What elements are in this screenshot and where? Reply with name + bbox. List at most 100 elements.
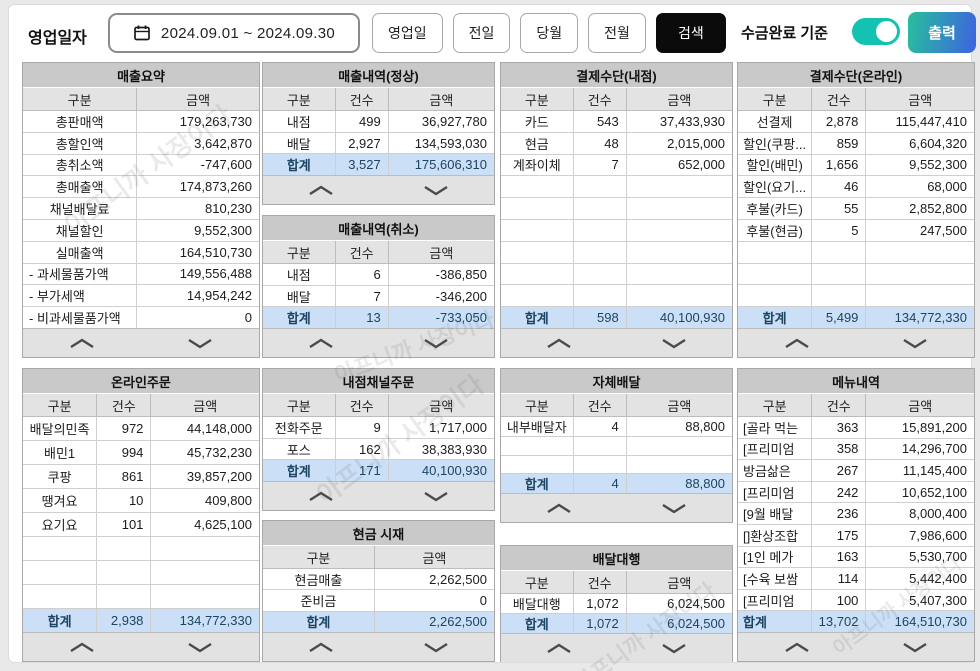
table-row: 총매출액 174,873,260 bbox=[23, 176, 259, 199]
table-title: 결제수단(내점) bbox=[501, 63, 732, 88]
scroll-up-button[interactable] bbox=[769, 640, 825, 655]
chevron-up-icon bbox=[547, 643, 571, 653]
toggle-knob-icon bbox=[876, 21, 897, 42]
range-button-this-month[interactable]: 당월 bbox=[520, 13, 579, 53]
table-row bbox=[23, 537, 259, 561]
column-header: 건수 bbox=[334, 394, 388, 416]
print-button[interactable]: 출력 bbox=[908, 12, 976, 53]
scroll-down-button[interactable] bbox=[408, 489, 464, 504]
table-cell: [9월 배달 bbox=[743, 507, 794, 523]
table-cell: -386,850 bbox=[387, 264, 494, 285]
chevron-down-icon bbox=[903, 642, 927, 652]
table-row bbox=[23, 561, 259, 585]
table-header-row: 구분 건수 금액 bbox=[738, 88, 974, 111]
table-header-row: 구분 건수 금액 bbox=[738, 394, 974, 417]
scroll-up-button[interactable] bbox=[531, 336, 587, 351]
chevron-down-icon bbox=[424, 338, 448, 348]
table-cell: 합계 bbox=[524, 477, 549, 492]
table-cell: 요기요 bbox=[41, 518, 78, 533]
table-cell bbox=[501, 220, 573, 241]
scroll-up-button[interactable] bbox=[769, 336, 825, 351]
table-header-row: 구분 건수 금액 bbox=[23, 394, 259, 417]
search-button[interactable]: 검색 bbox=[655, 13, 726, 53]
table-cell: 55 bbox=[811, 198, 865, 219]
table-row: 실매출액 164,510,730 bbox=[23, 241, 259, 264]
scroll-down-button[interactable] bbox=[887, 336, 943, 351]
table-cell bbox=[572, 285, 626, 307]
table-cell: 2,262,500 bbox=[373, 569, 494, 590]
table-cell: 총매출액 bbox=[55, 180, 104, 196]
scroll-up-button[interactable] bbox=[293, 183, 349, 198]
table-header-row: 구분 건수 금액 bbox=[263, 394, 494, 417]
table-cell: 4 bbox=[572, 417, 626, 436]
table-row: [1인 메가 163 5,530,700 bbox=[738, 546, 974, 569]
scroll-up-button[interactable] bbox=[54, 336, 110, 351]
scroll-down-button[interactable] bbox=[172, 640, 228, 655]
table-cell: 162 bbox=[334, 438, 388, 460]
table-cell: 현금매출 bbox=[294, 572, 343, 588]
column-header: 금액 bbox=[373, 546, 494, 568]
scroll-up-button[interactable] bbox=[531, 641, 587, 656]
scroll-up-button[interactable] bbox=[293, 336, 349, 351]
table-row: - 비과세물품가액 0 bbox=[23, 307, 259, 329]
scroll-down-button[interactable] bbox=[646, 336, 702, 351]
scroll-up-button[interactable] bbox=[293, 489, 349, 504]
scroll-down-button[interactable] bbox=[887, 640, 943, 655]
table-cell: 합계 bbox=[286, 464, 311, 480]
table-cell: 2,878 bbox=[811, 111, 865, 132]
table-cell: [프리미엄 bbox=[743, 485, 795, 501]
table-row: [9월 배달 236 8,000,400 bbox=[738, 503, 974, 525]
table-cell: 994 bbox=[96, 441, 150, 464]
chevron-down-icon bbox=[188, 338, 212, 348]
collection-complete-toggle[interactable] bbox=[852, 18, 900, 45]
chevron-up-icon bbox=[70, 642, 94, 652]
table-row: 요기요 101 4,625,100 bbox=[23, 513, 259, 537]
table-cell: 5,442,400 bbox=[865, 568, 974, 589]
range-button-prev-month[interactable]: 전월 bbox=[588, 13, 646, 53]
scroll-down-button[interactable] bbox=[408, 336, 464, 351]
scroll-down-button[interactable] bbox=[408, 640, 464, 655]
range-button-prev-day[interactable]: 전일 bbox=[452, 13, 511, 53]
table-cell: 101 bbox=[96, 513, 150, 536]
column-header: 건수 bbox=[572, 394, 626, 416]
range-button-business-day[interactable]: 영업일 bbox=[372, 13, 443, 53]
column-header: 건수 bbox=[811, 394, 865, 416]
table-cell: 준비금 bbox=[300, 593, 337, 609]
table-header-row: 구분 금액 bbox=[263, 546, 494, 569]
table-cell bbox=[811, 241, 865, 263]
table-cell: 2,852,800 bbox=[865, 198, 974, 219]
table-cell: 배달대행 bbox=[512, 597, 561, 612]
table-cell: 9,552,300 bbox=[136, 219, 259, 241]
table-cell bbox=[572, 198, 626, 219]
table-cell: 14,296,700 bbox=[865, 438, 974, 460]
table-cell: 선결제 bbox=[756, 114, 793, 130]
table-cell: 총취소액 bbox=[55, 158, 104, 174]
table-cell: 174,873,260 bbox=[136, 176, 259, 198]
scroll-up-button[interactable] bbox=[531, 501, 587, 516]
table-total-row: 합계 1,072 6,024,500 bbox=[501, 614, 732, 634]
scroll-up-button[interactable] bbox=[293, 640, 349, 655]
table-row: 할인(요기... 46 68,000 bbox=[738, 176, 974, 199]
table-cell: 11,145,400 bbox=[865, 460, 974, 481]
table-cell bbox=[865, 241, 974, 263]
table-cell bbox=[572, 263, 626, 285]
table-row: 내부배달자 4 88,800 bbox=[501, 417, 732, 437]
table-cell: 5,407,300 bbox=[865, 589, 974, 611]
scroll-up-button[interactable] bbox=[54, 640, 110, 655]
column-header: 금액 bbox=[625, 88, 732, 110]
table-instore-channel: 내점채널주문 구분 건수 금액 전화주문 9 1,717,000 포스 162 38,383,93… bbox=[262, 368, 495, 511]
chevron-up-icon bbox=[785, 338, 809, 348]
table-row: 총할인액 3,642,870 bbox=[23, 132, 259, 155]
scroll-down-button[interactable] bbox=[646, 641, 702, 656]
scroll-down-button[interactable] bbox=[408, 183, 464, 198]
table-cell: []환상조합 bbox=[743, 528, 799, 544]
table-cell: 3,527 bbox=[334, 154, 388, 176]
table-row: 선결제 2,878 115,447,410 bbox=[738, 111, 974, 133]
scroll-down-button[interactable] bbox=[646, 501, 702, 516]
scroll-down-button[interactable] bbox=[172, 336, 228, 351]
date-range-input[interactable]: 2024.09.01 ~ 2024.09.30 bbox=[108, 13, 360, 53]
chevron-down-icon bbox=[424, 491, 448, 501]
table-scroll-bar bbox=[738, 633, 974, 661]
table-cell bbox=[572, 241, 626, 263]
table-cell bbox=[572, 455, 626, 473]
